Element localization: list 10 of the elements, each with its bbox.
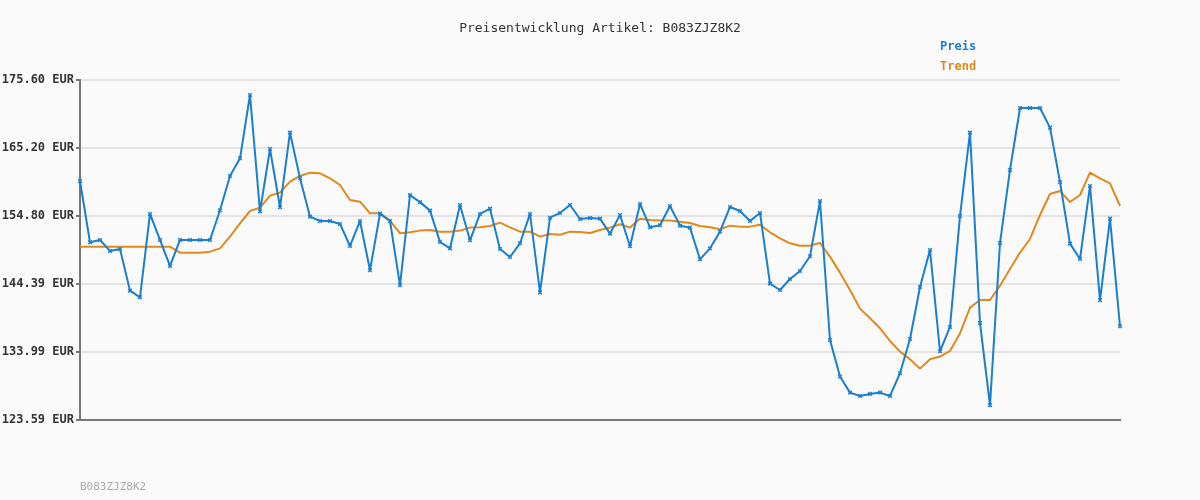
text: B083ZJZ8K2 (80, 479, 147, 493)
y-tick-label: 175.60 EUR (1, 72, 75, 87)
text: Trend (940, 59, 977, 74)
chart-title: Preisentwicklung Artikel: B083ZJZ8K2 (459, 20, 741, 36)
y-tick-label: 133.99 EUR (1, 344, 75, 359)
text: Preis (940, 39, 977, 54)
y-tick-label: 144.39 EUR (1, 276, 75, 291)
y-tick-label: 165.20 EUR (1, 140, 75, 155)
y-tick-label: 123.59 EUR (1, 412, 75, 427)
y-tick-label: 154.80 EUR (1, 208, 75, 223)
